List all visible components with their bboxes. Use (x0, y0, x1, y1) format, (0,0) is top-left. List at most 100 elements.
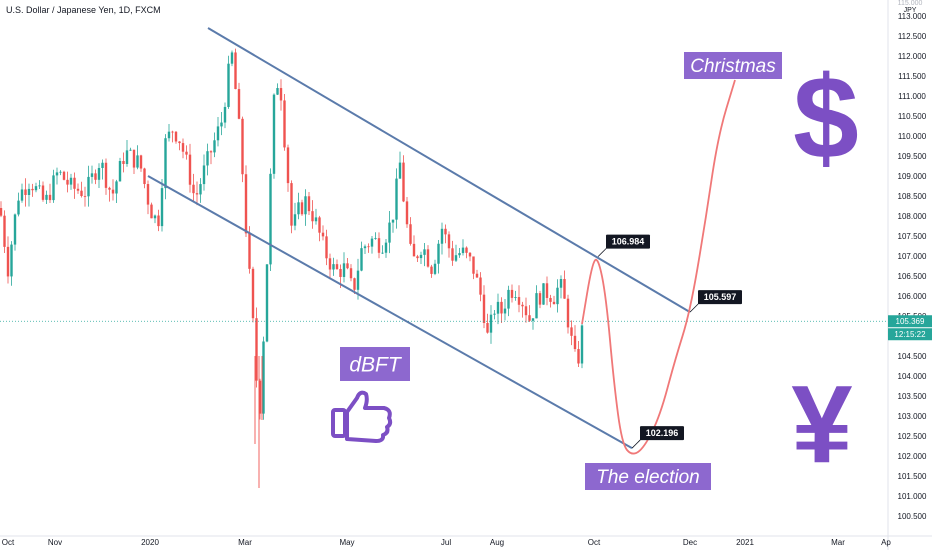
y-tick-label: 101.000 (898, 492, 927, 501)
candle (80, 181, 83, 198)
candle-body (517, 297, 521, 305)
candle (458, 248, 461, 258)
candle-body (573, 335, 577, 350)
candle (143, 167, 146, 189)
candle-body (272, 94, 276, 174)
election-annotation-label: The election (596, 467, 700, 488)
candle-body (535, 293, 538, 319)
candle-body (3, 215, 6, 247)
y-tick-label: 108.000 (898, 212, 927, 221)
candle (500, 297, 503, 323)
candle (265, 264, 269, 343)
candle-body (304, 196, 307, 215)
channel-lower-line (147, 175, 633, 450)
dbft-annotation-box (340, 347, 410, 381)
x-tick-label: Mar (831, 538, 845, 547)
candle (192, 173, 195, 202)
candle (17, 192, 20, 217)
candle-body (451, 248, 454, 261)
x-tick-label: Nov (48, 538, 62, 547)
y-tick-label: 112.000 (898, 52, 927, 61)
candle (437, 240, 440, 274)
candle-body (321, 232, 325, 237)
candle-body (489, 314, 493, 333)
candle (419, 251, 423, 265)
candle (258, 378, 262, 420)
candles (0, 48, 584, 488)
candle-body (363, 246, 367, 249)
candle (45, 190, 48, 205)
candle-body (62, 171, 66, 180)
candle-body (255, 318, 258, 381)
candle (139, 154, 143, 172)
candle (164, 134, 167, 200)
y-tick-label: 103.500 (898, 392, 927, 401)
candle (521, 301, 524, 318)
candle (20, 183, 24, 203)
y-tick-label: 102.500 (898, 432, 927, 441)
candle-body (395, 178, 398, 220)
x-tick-label: 2021 (736, 538, 754, 547)
candle (367, 243, 370, 253)
candle-body (269, 173, 272, 265)
candle (444, 224, 447, 244)
candle (167, 123, 171, 142)
candle-body (52, 175, 55, 201)
candle (97, 163, 101, 189)
candle (325, 229, 328, 266)
candle-body (188, 154, 192, 185)
candle (115, 179, 118, 204)
candle-body (353, 278, 356, 290)
candle-body (440, 228, 444, 244)
candle-body (419, 254, 423, 259)
candle-body (381, 252, 384, 254)
candle-body (314, 217, 318, 222)
candle-body (276, 88, 279, 95)
candle-body (111, 189, 115, 194)
candle-body (195, 193, 199, 195)
candle (412, 235, 416, 257)
candle-body (559, 279, 563, 288)
candle (230, 50, 234, 67)
candle-body (258, 380, 262, 414)
candle (27, 183, 31, 207)
candle-body (59, 171, 62, 173)
candle-body (31, 188, 34, 191)
candle-body (160, 188, 164, 227)
candle (300, 199, 304, 216)
candle-body (479, 277, 482, 295)
candle-body (129, 149, 132, 151)
candle (223, 102, 227, 129)
candle-body (538, 293, 542, 305)
candle-body (486, 322, 489, 333)
candle (552, 295, 556, 305)
candle (34, 182, 38, 193)
candle-body (297, 202, 300, 215)
candle (356, 258, 360, 300)
candle-body (10, 244, 13, 277)
candle-body (374, 238, 377, 239)
candle-body (458, 253, 461, 256)
candle-body (496, 301, 500, 314)
candle-body (493, 313, 496, 315)
candle (475, 269, 479, 278)
candle-body (213, 140, 216, 153)
y-tick-label: 106.500 (898, 272, 927, 281)
candle (269, 168, 272, 272)
candle (559, 275, 563, 299)
candle-body (346, 263, 349, 269)
last-price-tag (888, 315, 932, 328)
candle (262, 336, 265, 420)
channel-upper-line (207, 27, 691, 313)
candle (451, 240, 454, 266)
candle-body (251, 268, 255, 319)
candle-body (136, 155, 139, 168)
candle-body (405, 201, 409, 225)
candle-body (279, 88, 283, 101)
candle (563, 270, 566, 299)
candle (283, 94, 286, 151)
candle (479, 272, 482, 302)
candle-body (174, 131, 178, 142)
candle-body (577, 349, 580, 364)
